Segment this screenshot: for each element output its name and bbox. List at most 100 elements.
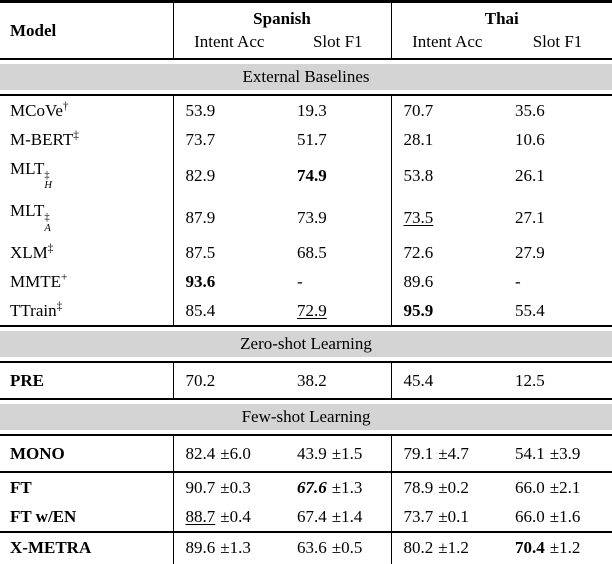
- section-title: Zero-shot Learning: [0, 331, 612, 358]
- model-sup-mark: †: [62, 100, 69, 113]
- value-cell: 54.1 ±3.9: [503, 435, 612, 472]
- value-cell: 12.5: [503, 362, 612, 399]
- metric-value: 73.5: [403, 207, 434, 227]
- model-name-text: MLT: [10, 159, 45, 178]
- model-name-text: XLM: [10, 243, 48, 263]
- value-cell: 27.9: [503, 238, 612, 267]
- metric-value: 51.7: [297, 130, 327, 149]
- value-cell: -: [285, 267, 391, 296]
- plus-minus-value: ±4.7: [438, 444, 469, 464]
- metric-value: 88.7: [185, 507, 216, 527]
- model-name-text: FT: [10, 478, 32, 498]
- table-row: MLT ‡ A 87.9 73.9 73.5 27.1: [0, 196, 612, 239]
- metric-value: 70.2: [185, 371, 216, 391]
- table-header: Model Spanish Thai Intent Acc Slot F1 In…: [0, 1, 612, 59]
- value-cell: 70.4 ±1.2: [503, 531, 612, 563]
- value-cell: 38.2: [285, 362, 391, 399]
- model-name: X-METRA: [0, 531, 173, 563]
- section-header-row: Few-shot Learning: [0, 398, 612, 437]
- model-name: XLM‡: [0, 238, 173, 267]
- metric-value: 53.8: [403, 165, 434, 185]
- table-row: FT w/EN 88.7 ±0.4 67.4 ±1.4 73.7 ±0.1 66.0 ±1.6: [0, 502, 612, 533]
- metric-value: 53.9: [185, 101, 216, 120]
- metric-value: 70.7: [403, 101, 434, 120]
- model-sup-mark: +: [61, 271, 68, 284]
- value-cell: 89.6: [390, 267, 504, 297]
- value-cell: 53.9: [172, 95, 285, 125]
- model-name-text: MMTE: [10, 272, 61, 292]
- metric-value: 82.4: [185, 444, 216, 464]
- table-row: XLM‡ 87.5 68.5 72.6 27.9: [0, 238, 612, 268]
- value-cell: 51.7: [285, 125, 391, 154]
- value-cell: 27.1: [503, 196, 612, 238]
- value-cell: 89.6 ±1.3: [172, 531, 285, 563]
- section-header-cell: Few-shot Learning: [0, 398, 612, 437]
- value-cell: 55.4: [503, 296, 612, 326]
- value-cell: 87.5: [172, 238, 285, 268]
- metric-value: 73.9: [297, 207, 327, 227]
- value-cell: 73.7 ±0.1: [390, 502, 504, 533]
- table-row: MMTE+ 93.6 - 89.6 -: [0, 267, 612, 297]
- column-header-spanish-slot-f1: Slot F1: [312, 32, 363, 51]
- value-cell: 45.4: [390, 362, 504, 400]
- table-row: MLT ‡ H 82.9 74.9 53.8 26.1: [0, 154, 612, 197]
- metric-value: 10.6: [515, 130, 545, 149]
- model-sup-mark: ‡: [56, 300, 63, 313]
- value-cell: 73.5: [390, 196, 504, 239]
- value-cell: 73.7: [172, 125, 285, 154]
- model-name-text: MLT: [10, 201, 45, 221]
- value-cell: 53.8: [390, 154, 504, 197]
- value-cell: 80.2 ±1.2: [390, 531, 504, 563]
- metric-value: 28.1: [403, 130, 434, 149]
- table-row: TTrain‡ 85.4 72.9 95.9 55.4: [0, 296, 612, 327]
- metric-value: 87.9: [185, 207, 216, 227]
- metric-value: 19.3: [297, 101, 327, 120]
- metric-value: 93.6: [185, 272, 216, 292]
- plus-minus-value: ±1.3: [220, 538, 251, 558]
- table-row: M-BERT‡ 73.7 51.7 28.1 10.6: [0, 125, 612, 154]
- value-cell: 63.6 ±0.5: [285, 531, 392, 563]
- plus-minus-value: ±1.2: [438, 538, 469, 558]
- model-sup-mark: ‡: [73, 129, 79, 142]
- metric-value: 55.4: [515, 301, 545, 321]
- section-header-row: Zero-shot Learning: [0, 325, 612, 364]
- model-name: MLT ‡ A: [0, 196, 173, 238]
- model-name: FT: [0, 471, 173, 503]
- value-cell: 68.5: [285, 238, 391, 267]
- value-cell: 92.9±0.6: [172, 562, 285, 564]
- metric-value: 82.9: [185, 165, 216, 185]
- value-cell: 67.4 ±1.4: [285, 502, 391, 532]
- metric-value: -: [297, 272, 303, 292]
- metric-value: 63.6: [297, 538, 327, 558]
- metric-value: 12.5: [515, 371, 545, 391]
- value-cell: 70.7: [390, 95, 504, 125]
- metric-value: 54.1: [515, 444, 545, 464]
- plus-minus-value: ±0.2: [438, 478, 469, 498]
- table-row: X-METRA 89.6 ±1.3 63.6 ±0.5 80.2 ±1.2 70.4 ±1.2: [0, 531, 612, 563]
- value-cell: 95.9: [390, 296, 504, 327]
- value-cell: 43.9 ±1.5: [285, 435, 391, 472]
- value-cell: 82.9: [172, 154, 285, 197]
- section-header-cell: External Baselines: [0, 58, 612, 96]
- plus-minus-value: ±0.5: [331, 538, 363, 558]
- value-cell: 78.9 ±0.2: [390, 471, 504, 503]
- table-row: FT 90.7 ±0.3 67.6 ±1.3 78.9 ±0.2 66.0 ±2.1: [0, 471, 612, 503]
- metric-value: 89.6: [403, 272, 434, 292]
- model-name-text: X-METRA: [10, 538, 92, 558]
- plus-minus-value: ±6.0: [220, 444, 251, 464]
- value-cell: 90.7 ±0.3: [172, 471, 285, 503]
- value-cell: 93.6: [172, 267, 285, 297]
- value-cell: 86.3±1.7: [390, 562, 504, 564]
- value-cell: -: [503, 267, 612, 296]
- metric-value: 95.9: [403, 301, 434, 321]
- value-cell: 73.9: [285, 196, 391, 238]
- plus-minus-value: ±3.9: [549, 444, 581, 464]
- metric-value: 66.0: [515, 478, 545, 498]
- metric-value: 90.7: [185, 478, 216, 498]
- table-row: MONO 82.4 ±6.0 43.9 ±1.5 79.1 ±4.7 54.1 ±3.9: [0, 435, 612, 473]
- value-cell: 74.9: [285, 154, 391, 196]
- model-name: M-BERT‡: [0, 125, 173, 154]
- plus-minus-value: ±0.4: [220, 507, 251, 527]
- metric-value: 72.9: [297, 301, 327, 321]
